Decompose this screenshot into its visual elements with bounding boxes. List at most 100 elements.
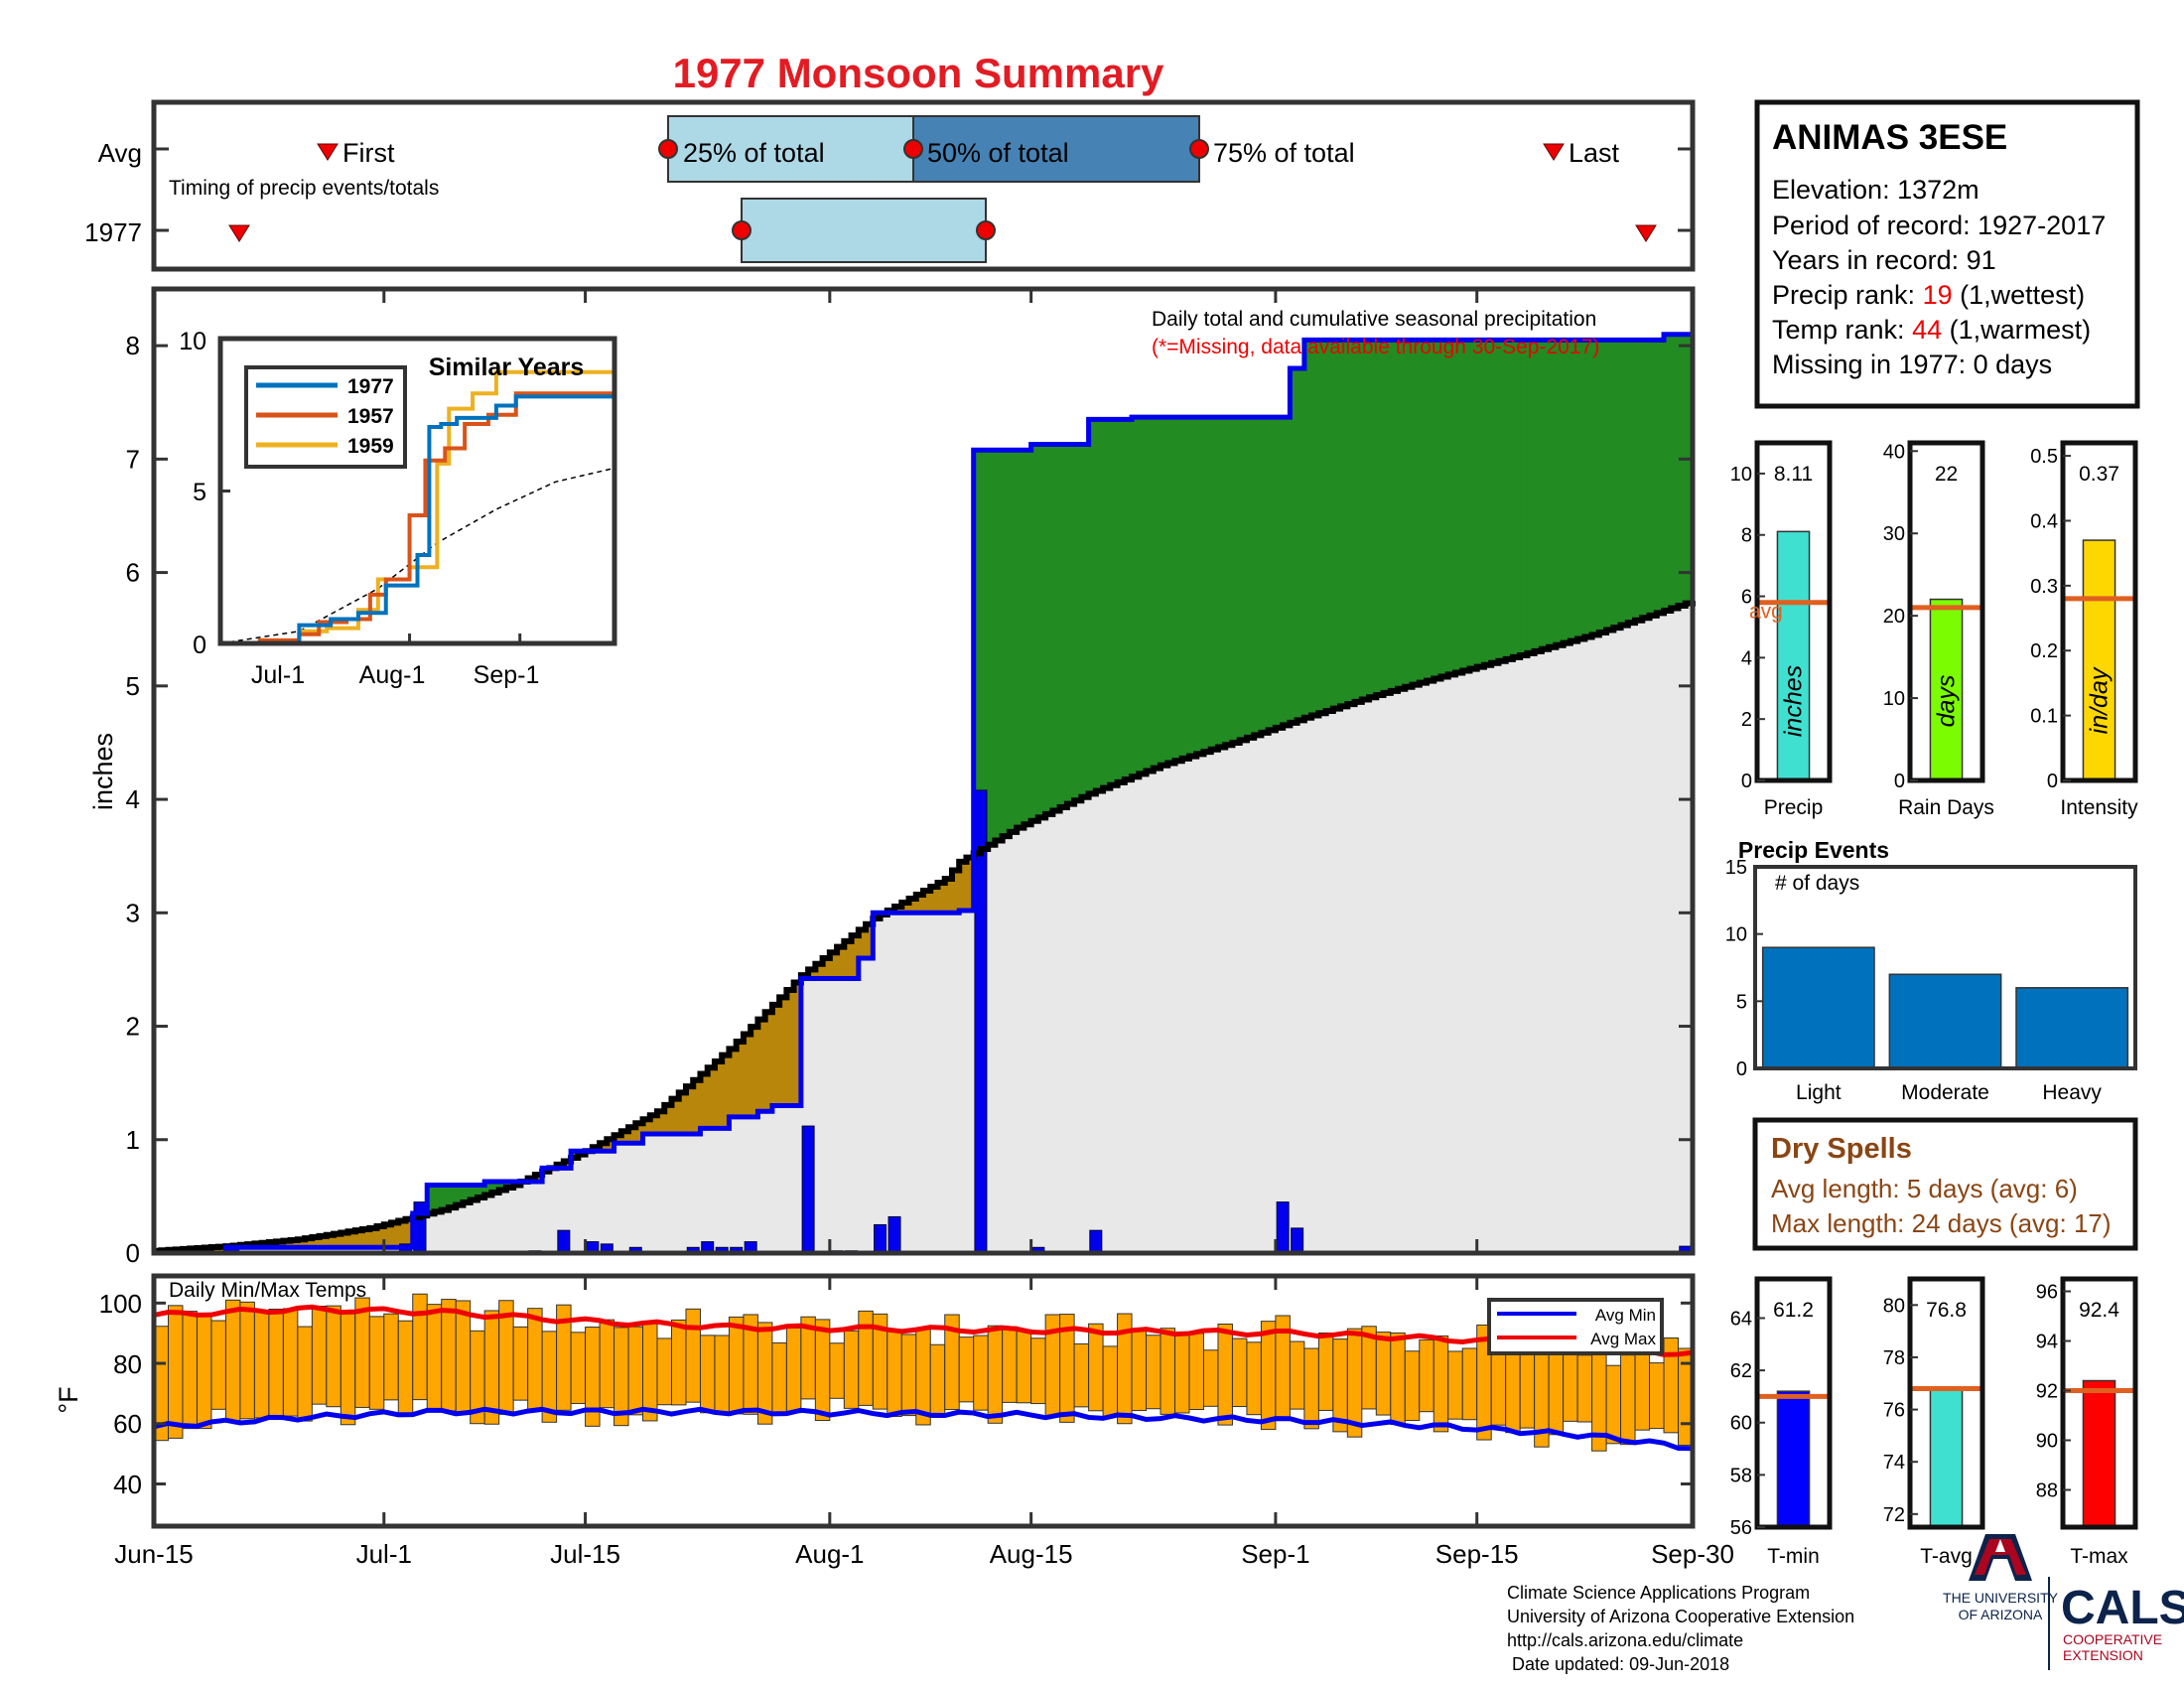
- season-stat-panels: 8.11 Precip 0 2 4 6 8 10 inches avg 22 Rain Days 0 10…: [1730, 440, 2138, 819]
- daily-temp-bar: [929, 1343, 946, 1418]
- surplus-segment: [1290, 367, 1298, 723]
- deficit-segment: [966, 857, 975, 912]
- event-y-tick-label: 15: [1725, 857, 1747, 879]
- deficit-segment: [908, 899, 917, 914]
- station-temp-rank: Temp rank: 44 (1,warmest): [1772, 315, 2091, 345]
- deficit-segment: [915, 895, 924, 914]
- deficit-segment: [620, 1131, 629, 1144]
- stat-panel-frame: [1907, 1276, 1985, 1530]
- stat-value-bar: [1929, 1387, 1964, 1528]
- avg-iqr-low-box: [667, 115, 914, 183]
- daily-precip-bar: [1276, 1201, 1290, 1254]
- surplus-segment: [1505, 340, 1514, 659]
- dry-spells-max: Max length: 24 days (avg: 17): [1771, 1208, 2112, 1238]
- legend-label-1959: 1959: [347, 435, 394, 458]
- ua-name-line2: OF ARIZONA: [1959, 1607, 2043, 1622]
- stat-panel-frame: [1754, 1276, 1833, 1530]
- stat-y-tick-label: 56: [1730, 1517, 1752, 1539]
- daily-temp-bar: [1160, 1328, 1176, 1415]
- deficit-segment: [312, 1237, 321, 1248]
- daily-temp-bar: [196, 1314, 212, 1430]
- cals-wordmark: CALS: [2061, 1582, 2184, 1634]
- deficit-segment: [685, 1086, 694, 1135]
- events-plot-frame: [1753, 865, 2137, 1070]
- deficit-segment: [757, 1019, 766, 1112]
- surplus-segment: [1556, 340, 1565, 645]
- event-bar: [1761, 946, 1875, 1069]
- station-name: ANIMAS 3ESE: [1772, 118, 2007, 157]
- deficit-segment: [290, 1239, 299, 1248]
- daily-temp-bar: [368, 1316, 385, 1410]
- surplus-segment: [1188, 417, 1197, 757]
- surplus-segment: [1239, 417, 1248, 741]
- timing-note: Timing of precip events/totals: [169, 177, 439, 200]
- inset-xtick-jul: Jul-1: [251, 661, 305, 689]
- date-tick-label: Jun-15: [114, 1539, 194, 1569]
- stat-category-label: T-min: [1767, 1545, 1820, 1568]
- surplus-segment: [1153, 417, 1161, 769]
- deficit-segment: [844, 940, 853, 979]
- deficit-segment: [405, 1218, 414, 1248]
- deficit-segment: [642, 1119, 651, 1135]
- daily-temp-bar: [1404, 1350, 1421, 1422]
- station-elevation: Elevation: 1372m: [1772, 175, 1979, 205]
- daily-temp-bar: [512, 1326, 529, 1401]
- daily-temp-bar: [412, 1293, 428, 1401]
- daily-temp-bar: [326, 1305, 341, 1408]
- surplus-segment: [1627, 340, 1636, 624]
- daily-temp-bar: [426, 1304, 443, 1413]
- inset-legend: 1977 1957 1959: [244, 365, 407, 469]
- surplus-segment: [1383, 340, 1392, 693]
- surplus-segment: [498, 1182, 507, 1191]
- temps-plot-frame: [151, 1273, 1696, 1529]
- timing-row-label-year: 1977: [84, 217, 142, 247]
- surplus-segment: [1246, 417, 1255, 738]
- stat-y-tick-label: 88: [2036, 1480, 2058, 1502]
- cumulative-1977-line: [154, 332, 1693, 1256]
- stat-panel-frame: [2060, 440, 2138, 783]
- daily-temp-bar: [900, 1334, 917, 1417]
- station-missing: Missing in 1977: 0 days: [1772, 350, 2052, 379]
- stat-panel-frame: [1907, 440, 1985, 783]
- legend-label-1957: 1957: [347, 405, 394, 428]
- inset-line-1957: [220, 391, 614, 645]
- daily-temp-bar: [1447, 1350, 1463, 1420]
- daily-temp-bar: [1131, 1330, 1148, 1412]
- precip-y-tick-label: 0: [126, 1238, 140, 1268]
- surplus-segment: [1160, 417, 1168, 766]
- stat-panel-precip: 8.11 Precip 0 2 4 6 8 10 inches avg: [1730, 440, 1833, 819]
- surplus-segment: [1412, 340, 1421, 685]
- temps-panel: Daily Min/Max Temps °F 40 60 80 100 Avg …: [54, 1273, 1696, 1529]
- daily-temp-bar: [627, 1326, 644, 1416]
- precip-y-tick-label: 2: [126, 1012, 140, 1042]
- surplus-segment: [1081, 444, 1090, 797]
- deficit-segment: [866, 923, 874, 958]
- deficit-segment: [354, 1230, 363, 1248]
- surplus-segment: [1671, 334, 1680, 609]
- daily-temp-bar: [182, 1311, 198, 1430]
- event-y-tick-label: 10: [1725, 924, 1747, 946]
- stat-value-bar: [2082, 539, 2116, 781]
- surplus-segment: [1110, 419, 1119, 785]
- surplus-segment: [456, 1185, 465, 1205]
- date-tick-label: Sep-15: [1435, 1539, 1519, 1569]
- footer-url: http://cals.arizona.edu/climate: [1507, 1630, 1743, 1650]
- date-axis: Jun-15 Jul-1 Jul-15 Aug-1 Aug-15 Sep-1 Sep-15 S…: [114, 289, 1734, 1569]
- avg-first-label: First: [342, 138, 395, 168]
- deficit-segment: [822, 957, 831, 979]
- stat-y-tick-label: 20: [1883, 606, 1905, 628]
- year-p25-marker: [732, 220, 751, 240]
- surplus-segment: [988, 450, 997, 845]
- avg-last-marker: [1543, 143, 1565, 161]
- events-marks: Light Moderate Heavy 0 5 10 15: [1725, 857, 2129, 1104]
- deficit-segment: [771, 1004, 780, 1106]
- stat-y-tick-label: 10: [1730, 464, 1752, 486]
- daily-temp-bar: [699, 1335, 716, 1414]
- daily-precip-bar: [413, 1201, 427, 1254]
- surplus-segment: [1440, 340, 1449, 677]
- deficit-segment: [959, 861, 968, 912]
- surplus-segment: [1584, 340, 1593, 637]
- daily-temp-bar: [973, 1335, 989, 1411]
- surplus-segment: [1332, 340, 1341, 709]
- footer-date: Date updated: 09-Jun-2018: [1507, 1654, 1729, 1674]
